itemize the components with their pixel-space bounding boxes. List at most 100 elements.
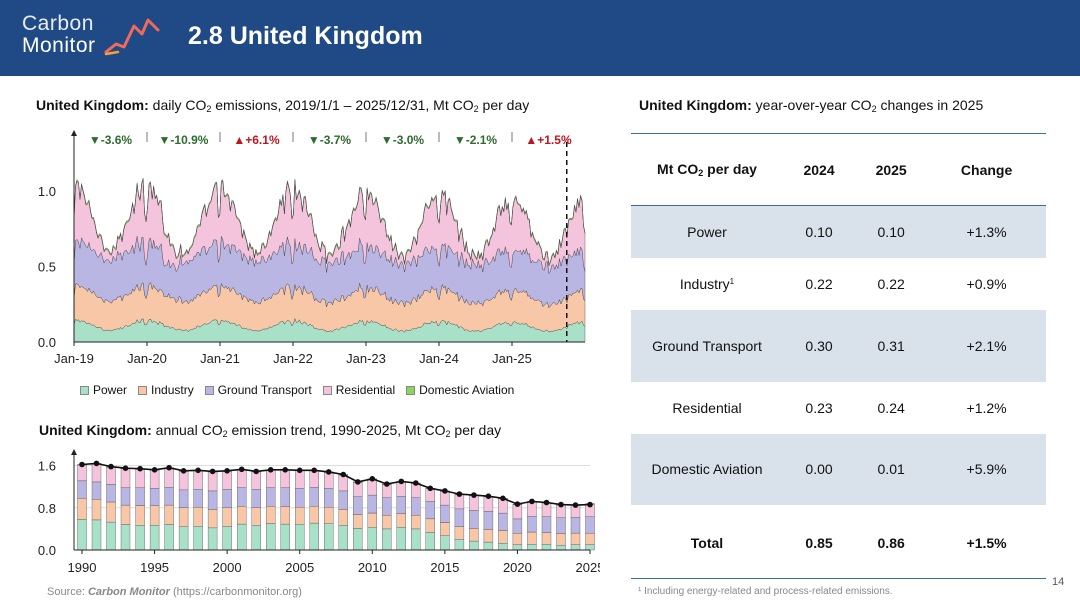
table-row: Domestic Aviation 0.00 0.01 +5.9%	[631, 433, 1046, 506]
table-title-part: year-over-year CO	[755, 97, 872, 113]
bar-segment-residential	[91, 463, 102, 483]
header-unit-text: Mt CO	[657, 161, 699, 177]
bar-segment-residential	[309, 470, 319, 488]
bar-segment-power	[207, 527, 218, 551]
yoy-changes-table: Mt CO2 per day 2024 2025 Change Power 0.…	[631, 133, 1046, 580]
total-point	[267, 467, 274, 473]
bar-segment-power	[295, 523, 305, 551]
x-tick-label: 2015	[430, 560, 459, 575]
bar-segment-industry	[367, 512, 377, 528]
area-series-domestic-aviation	[73, 177, 586, 267]
row-2025: 0.31	[855, 309, 928, 382]
row-2024: 0.85	[783, 505, 856, 580]
table-title-part: changes in 2025	[880, 97, 984, 113]
total-point	[311, 467, 318, 474]
row-label: Total	[631, 505, 783, 580]
bar-segment-ground-transport	[512, 518, 523, 534]
yoy-annotation: ▲+6.1%	[233, 133, 280, 147]
source-url[interactable]: (https://carbonmonitor.org)	[172, 586, 302, 598]
logo-line2: Monitor	[22, 34, 96, 57]
row-label: Ground Transport	[631, 309, 783, 382]
row-label: Industry1	[631, 258, 783, 310]
total-point	[93, 460, 100, 467]
x-tick-label: Jan-19	[54, 351, 94, 366]
annual-chart-title: United Kingdom: annual CO2 emission tren…	[39, 422, 501, 439]
y-tick-label: 0.0	[38, 335, 56, 350]
logo[interactable]: Carbon Monitor	[22, 13, 96, 57]
legend-item-industry: Industry	[138, 383, 194, 397]
table-title-sub: 2	[871, 104, 877, 114]
bar-segment-industry	[251, 507, 261, 526]
yoy-annotation: ▼-10.9%	[159, 133, 209, 147]
x-tick-label: 2005	[285, 560, 314, 575]
bar-segment-power	[164, 524, 174, 551]
annual-emissions-chart: 0.0 0.8 1.6 1990 1995 2000 2005 2010 2015 2020 202…	[38, 449, 600, 575]
bar-segment-ground-transport	[440, 504, 450, 523]
bar-segment-power	[91, 519, 102, 551]
logo-line1: Carbon	[22, 12, 94, 35]
bar-segment-industry	[106, 501, 116, 523]
bar-segment-industry	[527, 531, 537, 545]
bar-segment-industry	[498, 530, 508, 544]
bar-segment-ground-transport	[193, 489, 203, 508]
header-unit-sub: 2	[698, 168, 704, 178]
bar-segment-ground-transport	[106, 484, 116, 503]
row-change: +0.9%	[966, 275, 1007, 292]
bar-segment-power	[149, 524, 160, 551]
bar-segment-power	[483, 541, 494, 551]
bar-segment-ground-transport	[556, 517, 566, 534]
legend-label: Industry	[151, 383, 194, 397]
bar-segment-power	[222, 526, 232, 551]
bar-segment-residential	[178, 471, 189, 491]
table-header-unit: Mt CO2 per day	[631, 133, 783, 206]
bar-segment-ground-transport	[295, 488, 305, 508]
row-2024: 0.22	[805, 275, 833, 292]
row-2025: 0.10	[855, 205, 928, 258]
bar-segment-residential	[266, 470, 276, 488]
header-unit-text: per day	[707, 161, 757, 177]
total-point	[500, 495, 506, 502]
bar-segment-ground-transport	[585, 516, 595, 534]
bar-segment-industry	[120, 504, 131, 525]
bar-segment-ground-transport	[382, 497, 392, 516]
bar-segment-power	[367, 527, 377, 551]
total-point	[427, 485, 434, 492]
daily-title-sub: 2	[473, 104, 479, 114]
bar-segment-ground-transport	[178, 489, 189, 508]
annual-title-country: United Kingdom:	[39, 422, 152, 438]
daily-chart-title: United Kingdom: daily CO2 emissions, 201…	[36, 97, 529, 114]
row-2024: 0.10	[783, 205, 856, 258]
daily-emissions-chart: 0.0 0.5 1.0 Jan-19 Jan-20 Jan-21 Jan-22 Jan-23 J…	[38, 130, 586, 366]
total-point	[543, 499, 550, 506]
legend-item-power: Power	[80, 383, 127, 397]
bar-segment-residential	[295, 470, 305, 489]
table-header-change: Change	[927, 133, 1046, 206]
bar-segment-industry	[207, 509, 218, 529]
bar-segment-residential	[207, 471, 218, 492]
y-tick-label: 0.5	[38, 259, 56, 274]
bar-segment-power	[280, 523, 290, 551]
bar-segment-industry	[382, 514, 392, 530]
bar-segment-ground-transport	[469, 510, 479, 529]
legend-swatch	[204, 385, 214, 395]
total-point	[442, 488, 448, 494]
bar-segment-power	[251, 524, 261, 551]
logo-chart-icon	[104, 18, 160, 56]
bar-segment-power	[135, 524, 145, 551]
bar-segment-ground-transport	[411, 497, 421, 516]
bar-segment-power	[512, 544, 523, 551]
bar-segment-industry	[338, 509, 348, 526]
row-change: +1.2%	[966, 399, 1007, 416]
x-tick-label: 2020	[503, 560, 532, 575]
row-change: +1.3%	[927, 205, 1046, 258]
table-bottom-rule	[631, 578, 1046, 579]
x-tick-label: 1995	[140, 560, 169, 575]
bar-segment-industry	[585, 532, 595, 545]
bar-segment-ground-transport	[353, 496, 363, 515]
source-credit: Source: Carbon Monitor (https://carbonmo…	[47, 586, 302, 598]
bar-segment-industry	[280, 506, 290, 525]
total-point	[151, 467, 158, 473]
bar-segment-power	[236, 523, 247, 551]
row-label: Domestic Aviation	[631, 433, 783, 506]
bar-segment-ground-transport	[454, 508, 465, 527]
